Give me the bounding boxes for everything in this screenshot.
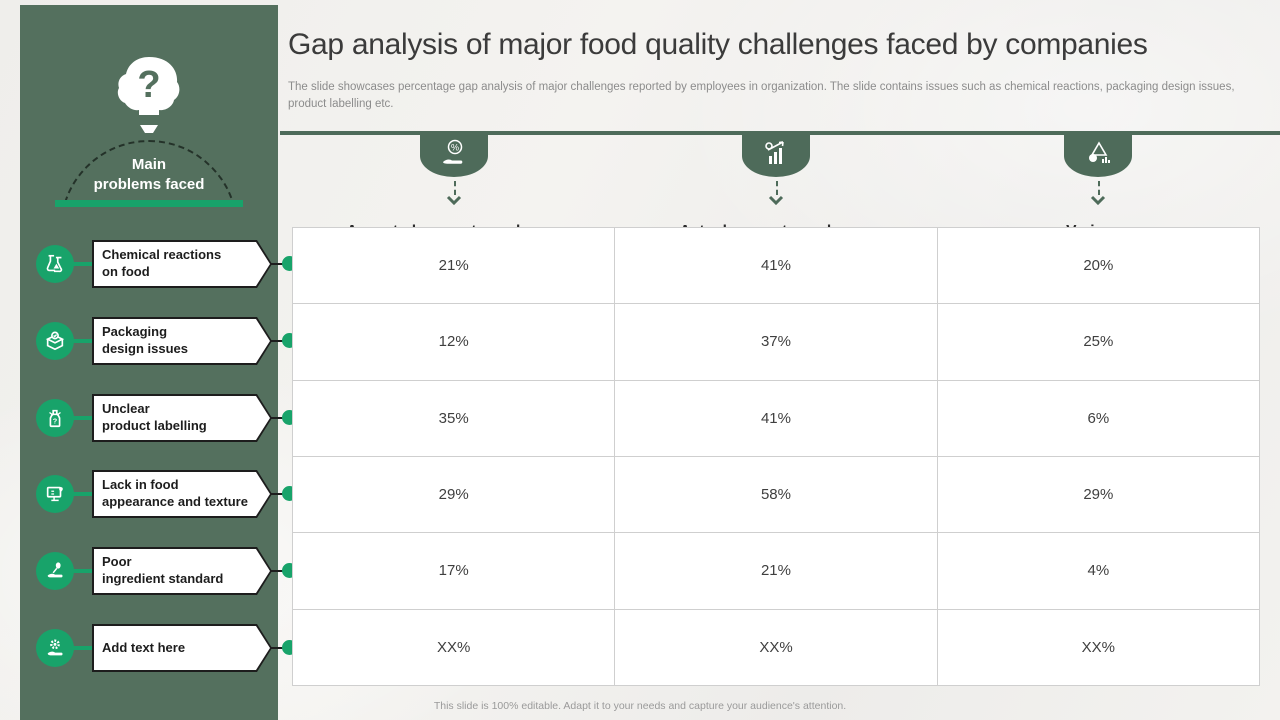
hand-gear-icon (36, 629, 74, 667)
svg-text:%: % (451, 142, 459, 152)
table-cell: 20% (937, 228, 1259, 304)
table-cell: 29% (293, 457, 615, 533)
down-arrow-icon (948, 177, 1248, 211)
table-cell: 37% (615, 304, 937, 380)
label-question-icon: ? (36, 399, 74, 437)
connector-line (72, 492, 92, 496)
table-cell-placeholder[interactable]: XX% (293, 609, 615, 685)
tip-line (266, 263, 286, 265)
problem-label: Unclear product labelling (102, 401, 207, 433)
table-cell: 17% (293, 533, 615, 609)
table-cell: 35% (293, 380, 615, 456)
connector-line (72, 339, 92, 343)
percent-hand-icon: % (420, 135, 488, 177)
table-cell: 6% (937, 380, 1259, 456)
problem-label: Chemical reactions on food (102, 247, 222, 279)
sidebar-item-packaging-design: Packaging design issues (0, 317, 300, 365)
problem-label: Lack in food appearance and texture (102, 477, 248, 509)
table-cell-placeholder[interactable]: XX% (937, 609, 1259, 685)
sidebar-item-ingredient-standard: Poor ingredient standard (0, 547, 300, 595)
down-arrow-icon (626, 177, 926, 211)
down-arrow-icon (304, 177, 604, 211)
tip-line (266, 647, 286, 649)
add-text-placeholder[interactable]: Add text here (92, 624, 272, 672)
idea-bulb-icon: ? (20, 53, 278, 140)
header-rule (280, 131, 1280, 135)
connector-line (72, 646, 92, 650)
problem-tag: Lack in food appearance and texture (92, 470, 272, 518)
table-cell: 21% (293, 228, 615, 304)
table-cell: 41% (615, 228, 937, 304)
growth-chart-icon (742, 135, 810, 177)
sidebar-item-add-text[interactable]: Add text here (0, 624, 300, 672)
problem-label: Poor ingredient standard (102, 554, 224, 586)
problem-tag: Packaging design issues (92, 317, 272, 365)
table-cell: 4% (937, 533, 1259, 609)
sidebar-item-chemical-reactions: Chemical reactions on food (0, 240, 300, 288)
svg-text:?: ? (53, 417, 58, 426)
problem-label: Add text here (102, 639, 186, 655)
tip-line (266, 493, 286, 495)
monitor-heart-icon (36, 475, 74, 513)
sidebar-item-food-appearance: Lack in food appearance and texture (0, 470, 300, 518)
editable-note: This slide is 100% editable. Adapt it to… (433, 700, 847, 712)
package-check-icon (36, 322, 74, 360)
connector-line (72, 569, 92, 573)
connector-line (72, 262, 92, 266)
problem-tag: Unclear product labelling (92, 394, 272, 442)
table-cell: 29% (937, 457, 1259, 533)
sidebar-item-unclear-labelling: ? Unclear product labelling (0, 394, 300, 442)
table-cell-placeholder[interactable]: XX% (615, 609, 937, 685)
heading-underline (55, 200, 243, 207)
gap-analysis-table: 21% 41% 20% 12% 37% 25% 35% 41% 6% 29% 5… (292, 227, 1260, 686)
page-title: Gap analysis of major food quality chall… (288, 28, 1148, 61)
table-cell: 12% (293, 304, 615, 380)
variance-icon (1064, 135, 1132, 177)
svg-text:?: ? (137, 64, 160, 106)
tip-line (266, 417, 286, 419)
connector-line (72, 416, 92, 420)
tip-line (266, 340, 286, 342)
sidebar-heading: Main problems faced (93, 156, 205, 193)
problem-label: Packaging design issues (102, 324, 188, 356)
problem-tag: Poor ingredient standard (92, 547, 272, 595)
table-cell: 21% (615, 533, 937, 609)
problem-tag: Chemical reactions on food (92, 240, 272, 288)
hand-spoon-icon (36, 552, 74, 590)
tip-line (266, 570, 286, 572)
table-cell: 58% (615, 457, 937, 533)
dashed-arc (54, 138, 244, 202)
table-cell: 25% (937, 304, 1259, 380)
page-subtitle: The slide showcases percentage gap analy… (288, 81, 1235, 111)
flask-icon (36, 245, 74, 283)
table-cell: 41% (615, 380, 937, 456)
